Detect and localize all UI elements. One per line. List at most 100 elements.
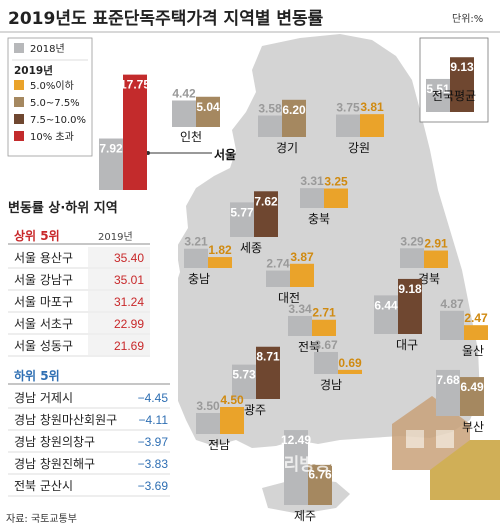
- value-label-2019: 6.49: [460, 380, 484, 394]
- bar-2019: [290, 263, 314, 287]
- region-group: 7.92 17.75 서울: [99, 74, 236, 190]
- region-name: 세종: [240, 241, 262, 255]
- bar-2018: [300, 188, 324, 208]
- value-label-2019: 1.82: [208, 243, 232, 257]
- bar-2019: [220, 407, 244, 434]
- bar-2018: [436, 369, 460, 416]
- table-row-value: −3.97: [138, 435, 169, 449]
- bar-2018: [374, 295, 398, 334]
- value-label-2018: 4.42: [172, 86, 196, 100]
- legend-2018-label: 2018년: [30, 43, 65, 55]
- legend-bin-label: 10% 초과: [30, 131, 74, 143]
- region-name: 대전: [278, 291, 300, 305]
- source-note: 자료: 국토교통부: [6, 513, 77, 525]
- table-row-value: −3.83: [138, 457, 169, 471]
- region-group: 4.425.04 인천: [172, 86, 220, 144]
- value-label-2019: 5.04: [196, 100, 220, 114]
- region-group: 3.34 2.71 전북: [288, 302, 336, 354]
- region-group: 12.49 6.76 제주: [281, 430, 332, 523]
- bar-2019: [338, 369, 362, 374]
- table-row-value: −4.45: [138, 391, 169, 405]
- legend-bin-swatch: [14, 114, 24, 124]
- bar-2019: [256, 346, 280, 399]
- bar-2019: [308, 464, 332, 505]
- region-group: 6.449.18 대구: [374, 278, 422, 352]
- bar-2018: [284, 430, 308, 505]
- bar-2019: [424, 250, 448, 268]
- bar-2019: [312, 319, 336, 336]
- value-label-2018: 4.87: [440, 297, 464, 311]
- legend-bin-swatch: [14, 80, 24, 90]
- bar-2018: [99, 138, 123, 190]
- region-name: 전국평균: [432, 89, 476, 103]
- bar-2018: [440, 310, 464, 340]
- unit-label: 단위:%: [452, 12, 483, 25]
- watermark-text: 우리방송뉴스: [268, 455, 362, 475]
- value-label-2018: 3.50: [196, 399, 220, 413]
- table-row-name: 경남 창원진해구: [14, 457, 95, 471]
- value-label-2019: 4.50: [220, 393, 244, 407]
- value-label-2019: 6.76: [308, 467, 332, 481]
- bar-2018: [172, 100, 196, 127]
- table-row-value: −4.11: [139, 413, 169, 427]
- region-group: 3.31 3.25 충북: [300, 174, 348, 226]
- region-name: 울산: [462, 344, 484, 358]
- value-label-2018: 7.92: [99, 142, 123, 156]
- rank-table: 변동률 상·하위 지역 상위 5위 2019년 서울 용산구 35.40 서울 강남…: [0, 190, 178, 508]
- bar-2018: [258, 115, 282, 137]
- bar-2018: [230, 202, 254, 237]
- bar-2018: [266, 270, 290, 287]
- value-label-2018: 3.75: [336, 101, 360, 115]
- table-row-name: 서울 용산구: [14, 251, 73, 265]
- value-label-2018: 7.68: [436, 373, 460, 387]
- legend-2018-swatch: [14, 43, 24, 53]
- table-row-name: 경남 창원의창구: [14, 435, 95, 449]
- region-group: 3.75 3.81 강원: [336, 100, 384, 155]
- bar-2019: [324, 188, 348, 208]
- value-label-2019: 0.69: [338, 356, 362, 370]
- page-title: 2019년도 표준단독주택가격 지역별 변동률: [8, 9, 324, 29]
- region-group: 5.738.71 광주: [232, 346, 280, 417]
- bar-2019: [398, 278, 422, 334]
- table-row-value: 21.69: [114, 339, 144, 353]
- region-name: 경북: [418, 272, 440, 286]
- value-label-2019: 6.20: [282, 103, 306, 117]
- region-name: 전남: [208, 438, 230, 452]
- value-label-2018: 3.31: [300, 174, 324, 188]
- region-name: 강원: [348, 141, 370, 155]
- table-row-name: 서울 서초구: [14, 317, 73, 331]
- bar-2019: [123, 74, 147, 190]
- region-group: 3.670.69 경남: [314, 338, 362, 392]
- bar-2019: [196, 96, 220, 127]
- region-name: 제주: [294, 509, 316, 523]
- value-label-2018: 2.74: [266, 257, 290, 271]
- value-label-2018: 3.67: [314, 338, 338, 352]
- value-label-2018: 5.51: [426, 82, 450, 96]
- region-name: 인천: [180, 129, 202, 144]
- top5-label: 상위 5위: [14, 228, 60, 243]
- value-label-2018: 12.49: [281, 433, 311, 447]
- region-group: 7.686.49 부산: [436, 369, 484, 434]
- value-label-2019: 17.75: [120, 78, 150, 92]
- region-name: 충남: [188, 272, 210, 286]
- region-name: 대구: [396, 338, 418, 352]
- legend-bin-label: 7.5~10.0%: [30, 115, 86, 126]
- table-row-value: 35.01: [114, 273, 144, 287]
- region-group: 3.29 2.91 경북: [400, 234, 448, 286]
- bar-2019: [464, 325, 488, 340]
- value-label-2018: 3.29: [400, 234, 424, 248]
- bar-2019: [254, 191, 278, 237]
- region-name: 부산: [462, 420, 484, 434]
- value-label-2019: 2.91: [424, 237, 448, 251]
- table-row-name: 경남 거제시: [14, 391, 73, 405]
- region-name: 광주: [244, 403, 266, 417]
- table-row-name: 서울 마포구: [14, 295, 73, 309]
- bar-2018: [400, 248, 424, 268]
- region-bars: 7.92 17.75 서울 4.425.04 인천 3.58 6.20 경기 3.75 3.81 강…: [99, 57, 488, 523]
- value-label-2019: 3.87: [290, 250, 314, 264]
- table-row-value: 22.99: [114, 317, 144, 331]
- legend-bin-swatch: [14, 97, 24, 107]
- table-row-name: 경남 창원마산회원구: [14, 413, 117, 427]
- value-label-2019: 9.18: [398, 282, 422, 296]
